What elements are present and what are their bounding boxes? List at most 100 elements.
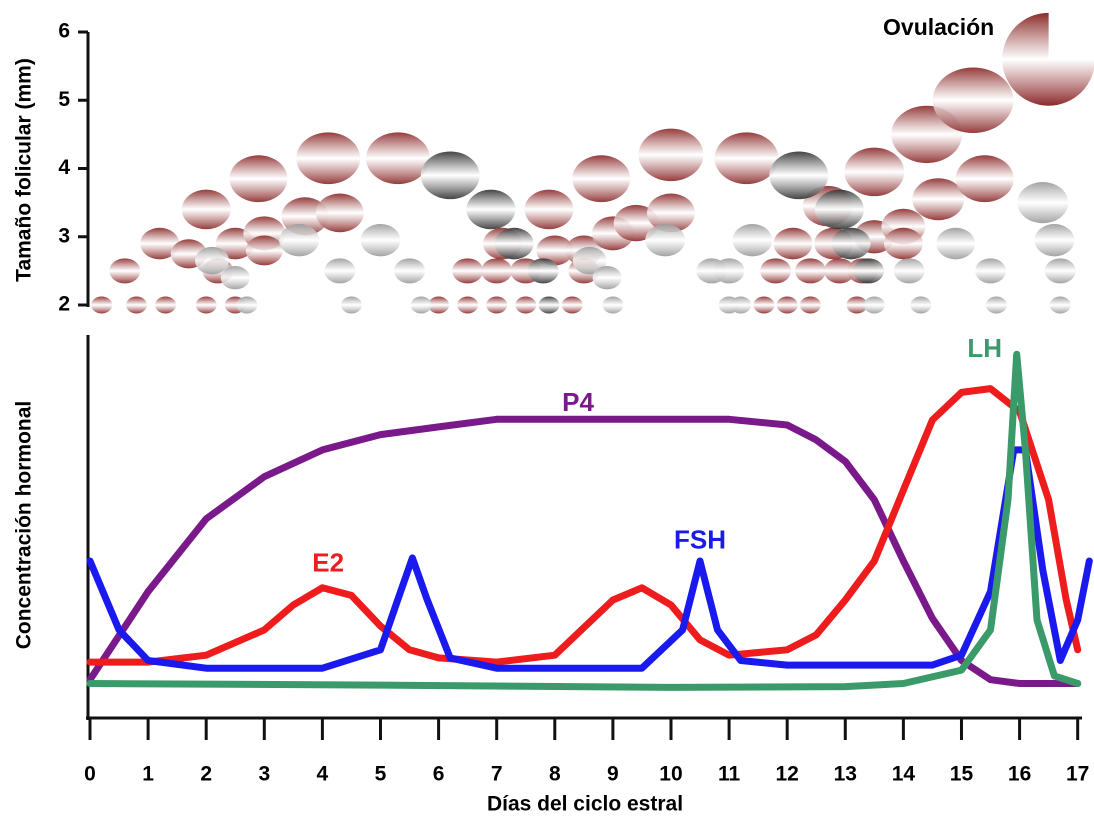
follicle bbox=[730, 296, 752, 314]
follicle bbox=[245, 235, 283, 266]
follicle bbox=[410, 296, 432, 314]
follicle bbox=[486, 296, 508, 314]
x-tick-label: 10 bbox=[659, 763, 682, 786]
follicle bbox=[893, 258, 925, 284]
follicle bbox=[360, 223, 401, 257]
follicle bbox=[494, 227, 534, 260]
follicle bbox=[365, 132, 430, 185]
follicle bbox=[572, 246, 607, 275]
follicle bbox=[428, 296, 450, 314]
follicle bbox=[645, 223, 686, 257]
follicle bbox=[760, 258, 792, 284]
x-tick-label: 11 bbox=[718, 763, 741, 786]
x-tick-label: 12 bbox=[776, 763, 799, 786]
x-tick-label: 5 bbox=[375, 763, 387, 786]
follicle bbox=[452, 258, 484, 284]
follicle bbox=[527, 258, 559, 284]
follicle bbox=[481, 258, 513, 284]
follicle bbox=[714, 132, 779, 185]
follicle bbox=[846, 296, 868, 314]
x-tick-label: 15 bbox=[950, 763, 974, 786]
follicle bbox=[638, 128, 704, 182]
follicle bbox=[125, 296, 147, 314]
follicle bbox=[140, 227, 180, 260]
x-tick-label: 6 bbox=[433, 763, 445, 786]
follicle bbox=[457, 296, 479, 314]
y-tick-label: 2 bbox=[58, 293, 70, 316]
y-tick-label: 4 bbox=[58, 156, 70, 179]
follicle bbox=[394, 258, 426, 284]
follicle bbox=[769, 151, 829, 200]
follicle bbox=[324, 258, 356, 284]
follicle bbox=[1017, 182, 1069, 224]
follicle bbox=[863, 296, 885, 314]
y-axis-label: Concentración hormonal bbox=[13, 401, 36, 650]
follicle bbox=[524, 189, 574, 230]
follicle bbox=[975, 258, 1007, 284]
follicle bbox=[592, 265, 622, 290]
x-tick-label: 2 bbox=[200, 763, 212, 786]
follicle bbox=[181, 189, 231, 230]
follicle bbox=[229, 155, 288, 203]
follicle-ovulation bbox=[1002, 12, 1094, 106]
follicle bbox=[713, 258, 745, 284]
y-tick-label: 6 bbox=[58, 20, 70, 43]
series-label: FSH bbox=[674, 525, 726, 555]
x-tick-label: 7 bbox=[491, 763, 503, 786]
follicle bbox=[220, 265, 250, 290]
follicle bbox=[932, 67, 1014, 133]
follicle bbox=[732, 223, 773, 257]
x-tick-label: 17 bbox=[1066, 763, 1089, 786]
x-tick-label: 0 bbox=[84, 763, 96, 786]
follicle bbox=[844, 147, 905, 197]
follicle bbox=[853, 258, 885, 284]
x-axis-label: Días del ciclo estral bbox=[487, 793, 683, 816]
series-label: LH bbox=[967, 333, 1002, 363]
follicle bbox=[799, 296, 821, 314]
follicle bbox=[776, 296, 798, 314]
hormone-line bbox=[86, 446, 1093, 672]
follicle bbox=[910, 296, 932, 314]
x-tick-label: 14 bbox=[892, 763, 916, 786]
follicle bbox=[466, 189, 516, 230]
follicle bbox=[1034, 223, 1075, 257]
follicle bbox=[773, 227, 813, 260]
follicle bbox=[831, 227, 871, 260]
x-tick-label: 4 bbox=[317, 763, 329, 786]
follicle bbox=[561, 296, 583, 314]
follicle bbox=[195, 246, 229, 275]
follicle bbox=[647, 193, 695, 233]
follicle bbox=[279, 223, 320, 257]
follicle bbox=[515, 296, 537, 314]
follicle bbox=[420, 151, 480, 200]
follicle bbox=[753, 296, 775, 314]
follicle bbox=[340, 296, 362, 314]
follicle bbox=[1049, 296, 1071, 314]
follicle bbox=[91, 296, 113, 314]
x-tick-label: 3 bbox=[258, 763, 270, 786]
series-label: P4 bbox=[562, 387, 594, 417]
follicle bbox=[296, 132, 361, 185]
follicle bbox=[315, 193, 364, 233]
follicle bbox=[236, 296, 258, 314]
x-tick-label: 9 bbox=[607, 763, 619, 786]
hormone-line bbox=[86, 385, 1082, 666]
follicle bbox=[912, 178, 965, 221]
y-tick-label: 5 bbox=[58, 88, 70, 111]
follicle bbox=[815, 189, 864, 230]
follicle bbox=[883, 227, 923, 260]
follicle bbox=[109, 258, 141, 284]
follicle bbox=[536, 235, 574, 266]
follicle bbox=[195, 296, 217, 314]
y-axis-label: Tamaño folicular (mm) bbox=[13, 58, 36, 282]
series-label: E2 bbox=[312, 548, 344, 578]
follicle bbox=[155, 296, 177, 314]
follicle bbox=[936, 227, 976, 260]
x-tick-label: 1 bbox=[142, 763, 154, 786]
follicle bbox=[794, 258, 826, 284]
follicle bbox=[572, 155, 631, 203]
follicle bbox=[985, 296, 1007, 314]
hormone-line bbox=[86, 350, 1082, 691]
follicle bbox=[955, 155, 1014, 203]
